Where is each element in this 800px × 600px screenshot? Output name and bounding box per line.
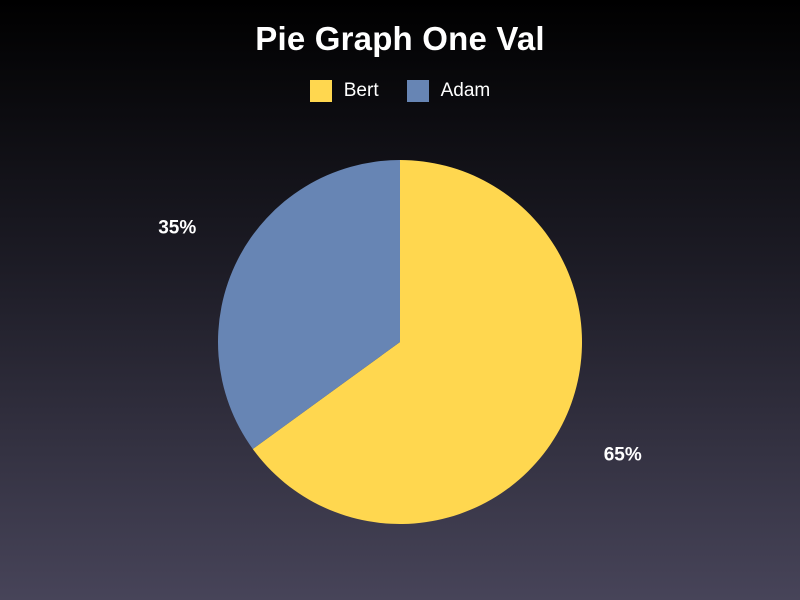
legend: Bert Adam [0, 80, 800, 102]
legend-label-adam: Adam [440, 80, 491, 101]
slice-label-adam: 35% [158, 218, 196, 239]
slice-label-bert: 65% [604, 445, 642, 466]
pie-slice-adam[interactable] [217, 160, 400, 449]
chart-title: Pie Graph One Val [255, 20, 545, 57]
legend-swatch-adam [406, 80, 429, 102]
legend-item-adam[interactable]: Adam [406, 80, 491, 102]
legend-label-bert: Bert [343, 80, 379, 101]
pie-slice-bert[interactable] [252, 160, 582, 524]
legend-swatch-bert [309, 80, 332, 102]
legend-item-bert[interactable]: Bert [309, 80, 379, 102]
